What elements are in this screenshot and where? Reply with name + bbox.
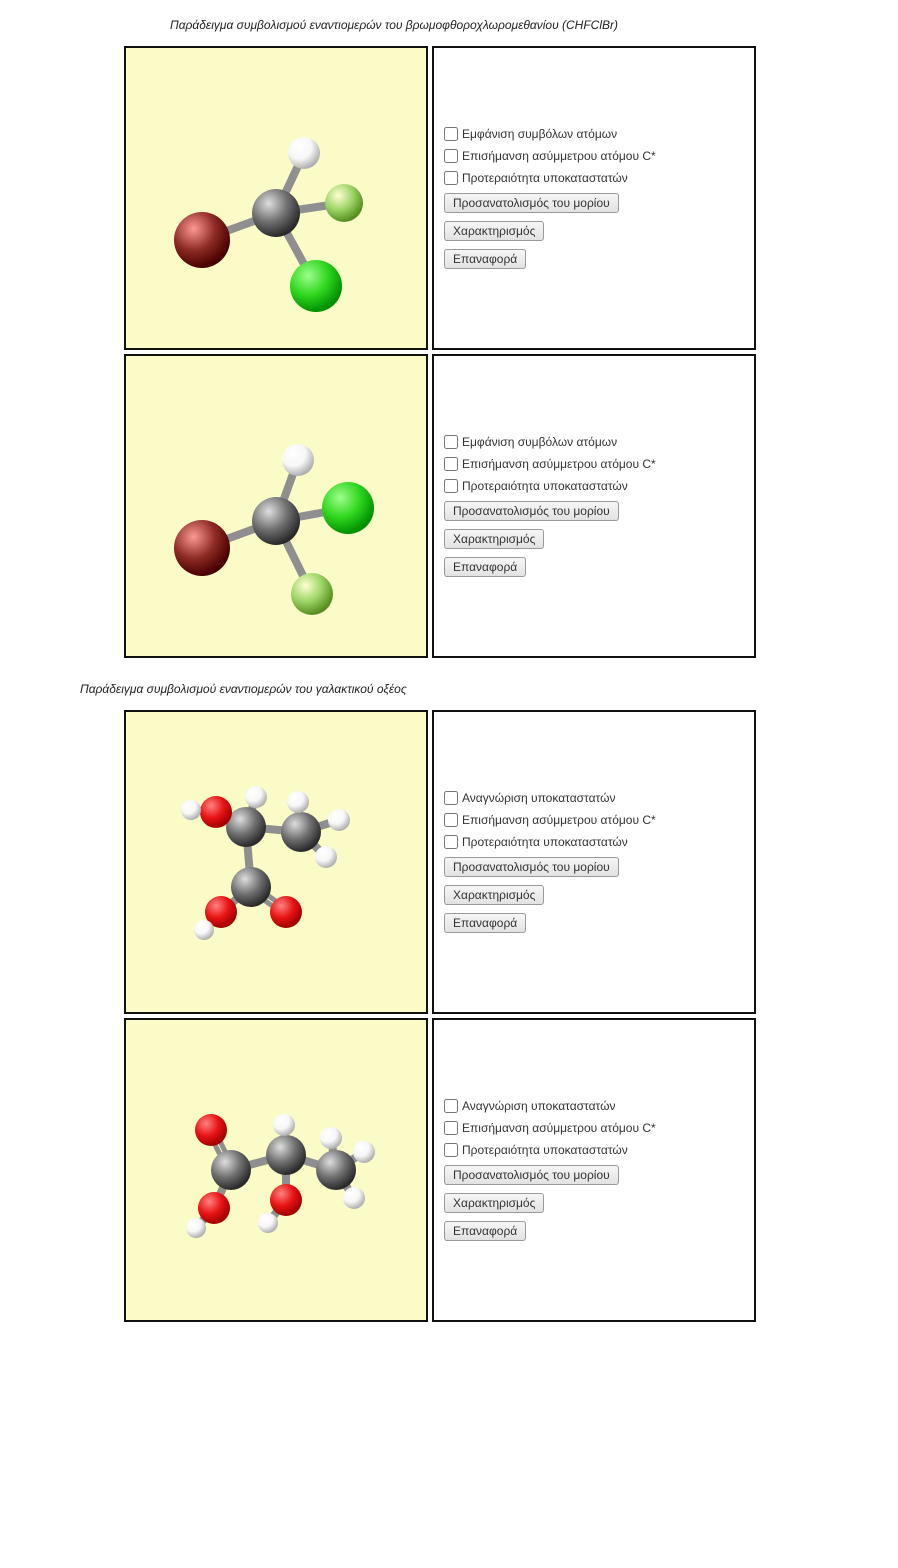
molecule-chfclbr-a	[126, 48, 426, 348]
molecule-lactic-b	[126, 1020, 426, 1320]
controls-panel: Εμφάνιση συμβόλων ατόμων Επισήμανση ασύμ…	[432, 46, 756, 350]
checkbox-label: Προτεραιότητα υποκαταστατών	[462, 835, 628, 849]
checkbox-label: Προτεραιότητα υποκαταστατών	[462, 479, 628, 493]
checkbox-recognize-substituents[interactable]: Αναγνώριση υποκαταστατών	[444, 1099, 744, 1113]
characterize-button[interactable]: Χαρακτηρισμός	[444, 1193, 544, 1213]
checkbox-atom-symbols[interactable]: Εμφάνιση συμβόλων ατόμων	[444, 435, 744, 449]
checkbox-input[interactable]	[444, 835, 458, 849]
molecule-viewer[interactable]	[124, 1018, 428, 1322]
checkbox-substituent-priority[interactable]: Προτεραιότητα υποκαταστατών	[444, 1143, 744, 1157]
characterize-button[interactable]: Χαρακτηρισμός	[444, 221, 544, 241]
checkbox-recognize-substituents[interactable]: Αναγνώριση υποκαταστατών	[444, 791, 744, 805]
example2-heading: Παράδειγμα συμβολισμού εναντιομερών του …	[80, 682, 878, 696]
reset-button[interactable]: Επαναφορά	[444, 557, 526, 577]
reset-button[interactable]: Επαναφορά	[444, 1221, 526, 1241]
molecule-viewer[interactable]	[124, 710, 428, 1014]
controls-panel: Αναγνώριση υποκαταστατών Επισήμανση ασύμ…	[432, 1018, 756, 1322]
molecule-viewer[interactable]	[124, 46, 428, 350]
checkbox-label: Εμφάνιση συμβόλων ατόμων	[462, 127, 617, 141]
reset-button[interactable]: Επαναφορά	[444, 913, 526, 933]
checkbox-label: Προτεραιότητα υποκαταστατών	[462, 171, 628, 185]
molecule-lactic-a	[126, 712, 426, 1012]
reset-button[interactable]: Επαναφορά	[444, 249, 526, 269]
checkbox-substituent-priority[interactable]: Προτεραιότητα υποκαταστατών	[444, 479, 744, 493]
example1-table: Εμφάνιση συμβόλων ατόμων Επισήμανση ασύμ…	[120, 42, 760, 662]
checkbox-input[interactable]	[444, 435, 458, 449]
checkbox-asymmetric-c[interactable]: Επισήμανση ασύμμετρου ατόμου C*	[444, 149, 744, 163]
orient-button[interactable]: Προσανατολισμός του μορίου	[444, 1165, 619, 1185]
checkbox-asymmetric-c[interactable]: Επισήμανση ασύμμετρου ατόμου C*	[444, 457, 744, 471]
checkbox-atom-symbols[interactable]: Εμφάνιση συμβόλων ατόμων	[444, 127, 744, 141]
checkbox-input[interactable]	[444, 149, 458, 163]
orient-button[interactable]: Προσανατολισμός του μορίου	[444, 857, 619, 877]
checkbox-input[interactable]	[444, 1099, 458, 1113]
checkbox-label: Αναγνώριση υποκαταστατών	[462, 791, 616, 805]
checkbox-label: Επισήμανση ασύμμετρου ατόμου C*	[462, 813, 656, 827]
orient-button[interactable]: Προσανατολισμός του μορίου	[444, 193, 619, 213]
checkbox-asymmetric-c[interactable]: Επισήμανση ασύμμετρου ατόμου C*	[444, 813, 744, 827]
checkbox-label: Εμφάνιση συμβόλων ατόμων	[462, 435, 617, 449]
checkbox-label: Επισήμανση ασύμμετρου ατόμου C*	[462, 149, 656, 163]
checkbox-input[interactable]	[444, 1143, 458, 1157]
checkbox-input[interactable]	[444, 813, 458, 827]
checkbox-label: Επισήμανση ασύμμετρου ατόμου C*	[462, 1121, 656, 1135]
checkbox-substituent-priority[interactable]: Προτεραιότητα υποκαταστατών	[444, 835, 744, 849]
checkbox-label: Αναγνώριση υποκαταστατών	[462, 1099, 616, 1113]
molecule-chfclbr-b	[126, 356, 426, 656]
controls-panel: Εμφάνιση συμβόλων ατόμων Επισήμανση ασύμ…	[432, 354, 756, 658]
checkbox-input[interactable]	[444, 127, 458, 141]
checkbox-input[interactable]	[444, 457, 458, 471]
checkbox-input[interactable]	[444, 1121, 458, 1135]
characterize-button[interactable]: Χαρακτηρισμός	[444, 885, 544, 905]
checkbox-asymmetric-c[interactable]: Επισήμανση ασύμμετρου ατόμου C*	[444, 1121, 744, 1135]
checkbox-input[interactable]	[444, 171, 458, 185]
molecule-viewer[interactable]	[124, 354, 428, 658]
orient-button[interactable]: Προσανατολισμός του μορίου	[444, 501, 619, 521]
checkbox-input[interactable]	[444, 479, 458, 493]
checkbox-input[interactable]	[444, 791, 458, 805]
controls-panel: Αναγνώριση υποκαταστατών Επισήμανση ασύμ…	[432, 710, 756, 1014]
checkbox-label: Επισήμανση ασύμμετρου ατόμου C*	[462, 457, 656, 471]
checkbox-substituent-priority[interactable]: Προτεραιότητα υποκαταστατών	[444, 171, 744, 185]
characterize-button[interactable]: Χαρακτηρισμός	[444, 529, 544, 549]
example2-table: Αναγνώριση υποκαταστατών Επισήμανση ασύμ…	[120, 706, 760, 1326]
checkbox-label: Προτεραιότητα υποκαταστατών	[462, 1143, 628, 1157]
example1-heading: Παράδειγμα συμβολισμού εναντιομερών του …	[170, 18, 878, 32]
